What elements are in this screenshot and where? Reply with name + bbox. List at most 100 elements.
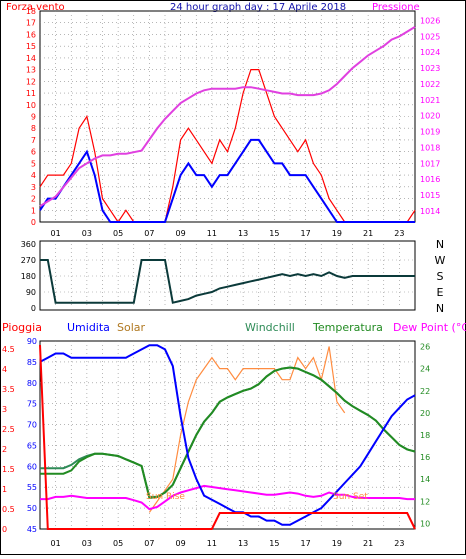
- humidity-tick-label: 70: [27, 421, 37, 430]
- hour-tick-label: 15: [269, 539, 279, 548]
- wind-tick-label: 5: [31, 159, 36, 168]
- hour-tick-label: 13: [238, 229, 248, 238]
- humidity-tick-label: 55: [27, 483, 37, 492]
- hour-tick-label: 13: [238, 539, 248, 548]
- wind-tick-label: 0: [31, 218, 36, 227]
- wind-tick-label: 1: [31, 206, 36, 215]
- hour-tick-label: 03: [82, 539, 92, 548]
- humidity-axis-title: Umidita: [67, 321, 110, 334]
- wind-axis-title: Forza vento: [6, 2, 65, 13]
- wind-tick-label: 3: [31, 183, 36, 192]
- direction-degree-label: 180: [21, 272, 36, 281]
- temperature-tick-label: 26: [420, 343, 430, 352]
- humidity-tick-label: 60: [27, 462, 37, 471]
- rain-ticks: 0 0.5 1 1.5 2 2.5 3 3.5 4 4.5: [2, 345, 15, 534]
- wind-tick-label: 12: [26, 77, 36, 86]
- pressure-tick-label: 1020: [420, 112, 440, 121]
- rain-tick-label: 0.5: [2, 505, 15, 514]
- hour-tick-label: 09: [176, 229, 186, 238]
- wind-tick-label: 13: [26, 66, 36, 75]
- hour-tick-label: 11: [207, 539, 217, 548]
- humidity-tick-label: 85: [27, 358, 37, 367]
- wind-tick-label: 8: [31, 124, 36, 133]
- rain-axis-title: Pioggia: [2, 321, 42, 334]
- hour-tick-label: 17: [301, 229, 311, 238]
- hour-tick-label: 01: [51, 539, 61, 548]
- rain-tick-label: 1.5: [2, 465, 15, 474]
- compass-letter: W: [435, 254, 446, 267]
- hour-tick-label: 07: [144, 229, 154, 238]
- direction-degree-ticks: 0 90 180 270 360: [21, 240, 36, 313]
- pressure-tick-label: 1015: [420, 191, 440, 200]
- hour-tick-label: 07: [144, 539, 154, 548]
- pressure-ticks: 1014 1015 1016 1017 1018 1019 1020 1021 1022 1023…: [420, 17, 440, 216]
- hour-tick-label: 19: [332, 229, 342, 238]
- temperature-title: Temperatura: [312, 321, 383, 334]
- rain-tick-label: 3: [2, 405, 7, 414]
- hour-tick-label: 11: [207, 229, 217, 238]
- humidity-tick-label: 80: [27, 379, 37, 388]
- pressure-tick-label: 1014: [420, 207, 440, 216]
- compass-letter: S: [437, 270, 444, 283]
- direction-degree-label: 270: [21, 256, 36, 265]
- temperature-tick-label: 18: [420, 431, 430, 440]
- solar-axis-title: Solar: [117, 321, 146, 334]
- rain-series: [39, 344, 416, 530]
- hour-tick-label: 01: [51, 229, 61, 238]
- hour-tick-label: 17: [301, 539, 311, 548]
- solar-series: [148, 346, 346, 513]
- rain-tick-label: 3.5: [2, 385, 15, 394]
- hour-tick-label: 23: [394, 539, 404, 548]
- top-hour-ticks: 01 03 05 07 09 11 13 15 17 19 21 23: [51, 229, 405, 238]
- pressure-tick-label: 1026: [420, 17, 440, 26]
- temperature-series: [40, 366, 416, 500]
- temperature-tick-label: 14: [420, 475, 430, 484]
- temperature-humidity-chart: Pioggia Umidita Solar Windchill Temperat…: [2, 321, 466, 548]
- pressure-tick-label: 1018: [420, 143, 440, 152]
- humidity-tick-label: 45: [27, 525, 37, 534]
- top-grid: [40, 11, 415, 222]
- temperature-tick-label: 20: [420, 409, 430, 418]
- temperature-tick-label: 24: [420, 365, 430, 374]
- compass-letter: N: [436, 238, 444, 251]
- wind-average-series: [39, 138, 415, 223]
- temperature-ticks: 10 12 14 16 18 20 22 24 26: [420, 343, 430, 529]
- bottom-hour-ticks: 01 03 05 07 09 11 13 15 17 19 21 23: [51, 539, 405, 548]
- humidity-tick-label: 65: [27, 441, 37, 450]
- pressure-tick-label: 1019: [420, 128, 440, 137]
- compass-letter: N: [436, 302, 444, 315]
- direction-degree-label: 360: [21, 240, 36, 249]
- sunset-label: Sun Set: [333, 492, 368, 502]
- humidity-ticks: 45 50 55 60 65 70 75 80 85 90: [27, 337, 37, 534]
- direction-degree-label: 90: [26, 288, 36, 297]
- pressure-tick-label: 1024: [420, 48, 440, 57]
- rain-tick-label: 2.5: [2, 425, 15, 434]
- wind-tick-label: 15: [26, 42, 36, 51]
- wind-tick-label: 17: [26, 19, 36, 28]
- humidity-tick-label: 90: [27, 337, 37, 346]
- hour-tick-label: 21: [363, 539, 373, 548]
- wind-tick-label: 6: [31, 148, 36, 157]
- wind-tick-label: 9: [31, 113, 36, 122]
- hour-tick-label: 05: [113, 539, 123, 548]
- dewpoint-series: [40, 484, 415, 511]
- hour-tick-label: 03: [82, 229, 92, 238]
- dewpoint-title: Dew Point (°C): [393, 321, 466, 334]
- compass-letter: E: [437, 286, 444, 299]
- wind-tick-label: 4: [31, 171, 36, 180]
- hour-tick-label: 05: [113, 229, 123, 238]
- temperature-tick-label: 22: [420, 387, 430, 396]
- wind-pressure-chart: Forza vento 24 hour graph day : 17 April…: [6, 2, 440, 238]
- rain-tick-label: 1: [2, 485, 7, 494]
- rain-tick-label: 4.5: [2, 345, 15, 354]
- direction-degree-label: 0: [31, 304, 36, 313]
- pressure-series: [39, 26, 416, 207]
- chart-title: 24 hour graph day : 17 Aprile 2018: [170, 2, 346, 13]
- temperature-tick-label: 10: [420, 519, 430, 528]
- hour-tick-label: 21: [363, 229, 373, 238]
- pressure-tick-label: 1022: [420, 80, 440, 89]
- wind-tick-label: 16: [26, 30, 36, 39]
